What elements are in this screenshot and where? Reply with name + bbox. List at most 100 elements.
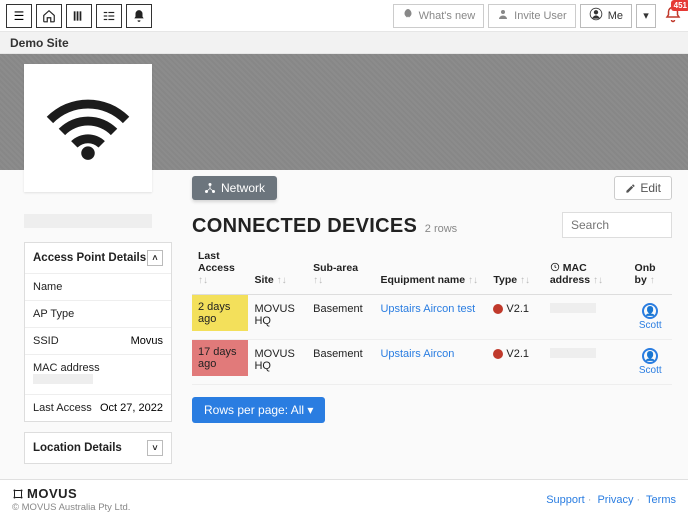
main-content: Access Point Details ˄ Name AP Type SSID…	[0, 200, 688, 474]
user-icon	[497, 8, 509, 23]
cell-type: V2.1	[487, 340, 543, 385]
topbar: ☰ What's new Invite User	[0, 0, 688, 32]
brand-text: MOVUS	[27, 486, 77, 501]
cell-onboarded: 👤Scott	[629, 340, 672, 385]
cell-type: V2.1	[487, 295, 543, 340]
me-label: Me	[608, 10, 623, 22]
panel-title-access: Access Point Details	[33, 252, 146, 264]
row-ap-type: AP Type	[25, 300, 171, 327]
tab-network-label: Network	[221, 181, 265, 195]
cell-subarea: Basement	[307, 295, 374, 340]
content: CONNECTED DEVICES 2 rows Last Access ↑↓ …	[172, 210, 688, 474]
footer-link-privacy[interactable]: Privacy	[597, 494, 633, 506]
panel-location-details: Location Details ˅	[24, 432, 172, 464]
cell-mac	[544, 340, 629, 385]
panel-access-point-details: Access Point Details ˄ Name AP Type SSID…	[24, 242, 172, 422]
network-icon	[204, 182, 216, 194]
table-row[interactable]: 2 days ago MOVUS HQ Basement Upstairs Ai…	[192, 295, 672, 340]
panel-title-location: Location Details	[33, 442, 122, 454]
me-button[interactable]: Me	[580, 4, 632, 28]
equipment-link[interactable]: Upstairs Aircon	[380, 348, 454, 360]
collapse-location-button[interactable]: ˅	[147, 440, 163, 456]
th-subarea[interactable]: Sub-area ↑↓	[307, 244, 374, 295]
brand-logo: MOVUS	[12, 486, 130, 501]
search-input[interactable]	[562, 212, 672, 238]
topbar-right: What's new Invite User Me ▾ 451	[393, 4, 682, 28]
table-row[interactable]: 17 days ago MOVUS HQ Basement Upstairs A…	[192, 340, 672, 385]
cell-onboarded: 👤Scott	[629, 295, 672, 340]
topbar-left: ☰	[6, 4, 152, 28]
th-onboarded[interactable]: Onbby ↑	[629, 244, 672, 295]
panel-header-location: Location Details ˅	[25, 433, 171, 463]
value-mac-redacted	[33, 374, 93, 384]
row-last-access: Last Access Oct 27, 2022	[25, 394, 171, 421]
label-last-access: Last Access	[33, 402, 100, 414]
edit-label: Edit	[640, 181, 661, 195]
pencil-icon	[625, 183, 636, 194]
cell-site: MOVUS HQ	[248, 340, 307, 385]
value-ssid: Movus	[131, 335, 163, 347]
brand-icon	[12, 488, 24, 500]
user-chip-icon[interactable]: 👤	[642, 303, 658, 319]
th-type[interactable]: Type ↑↓	[487, 244, 543, 295]
label-name: Name	[33, 281, 163, 293]
footer: MOVUS © MOVUS Australia Pty Ltd. Support…	[0, 479, 688, 517]
copyright: © MOVUS Australia Pty Ltd.	[12, 502, 130, 513]
rocket-icon	[402, 8, 414, 23]
devices-table: Last Access ↑↓ Site ↑↓ Sub-area ↑↓ Equip…	[192, 244, 672, 385]
content-header: CONNECTED DEVICES 2 rows	[192, 212, 672, 238]
footer-link-terms[interactable]: Terms	[646, 494, 676, 506]
list-button[interactable]	[96, 4, 122, 28]
library-button[interactable]	[66, 4, 92, 28]
notifications-button[interactable]: 451	[664, 5, 682, 26]
onboarded-user-link[interactable]: Scott	[639, 320, 662, 331]
row-count: 2 rows	[425, 223, 457, 235]
home-button[interactable]	[36, 4, 62, 28]
table-header-row: Last Access ↑↓ Site ↑↓ Sub-area ↑↓ Equip…	[192, 244, 672, 295]
site-name: Demo Site	[10, 36, 69, 50]
page-title: CONNECTED DEVICES	[192, 215, 417, 237]
tab-network[interactable]: Network	[192, 176, 277, 200]
onboarded-user-link[interactable]: Scott	[639, 365, 662, 376]
last-access-badge: 2 days ago	[192, 295, 248, 331]
sidebar: Access Point Details ˄ Name AP Type SSID…	[0, 210, 172, 474]
invite-user-label: Invite User	[514, 10, 567, 22]
whats-new-label: What's new	[419, 10, 476, 22]
mac-redacted	[550, 348, 596, 358]
label-mac: MAC address	[33, 362, 100, 374]
user-chip-icon[interactable]: 👤	[642, 348, 658, 364]
site-name-strip: Demo Site	[0, 32, 688, 54]
collapse-access-button[interactable]: ˄	[147, 250, 163, 266]
alerts-button[interactable]	[126, 4, 152, 28]
me-dropdown-button[interactable]: ▾	[636, 4, 656, 28]
panel-header-access: Access Point Details ˄	[25, 243, 171, 273]
cell-site: MOVUS HQ	[248, 295, 307, 340]
th-last-access[interactable]: Last Access ↑↓	[192, 244, 248, 295]
whats-new-button[interactable]: What's new	[393, 4, 485, 28]
th-mac[interactable]: MAC address ↑↓	[544, 244, 629, 295]
entity-name-placeholder	[24, 214, 152, 228]
value-last-access: Oct 27, 2022	[100, 402, 163, 414]
menu-button[interactable]: ☰	[6, 4, 32, 28]
status-dot-icon	[493, 349, 503, 359]
footer-link-support[interactable]: Support	[546, 494, 585, 506]
entity-avatar-card	[24, 64, 152, 192]
wifi-icon	[43, 83, 133, 173]
notification-badge: 451	[671, 0, 688, 11]
avatar-icon	[589, 7, 603, 24]
row-mac: MAC address	[25, 354, 171, 394]
rows-per-page-button[interactable]: Rows per page: All ▾	[192, 397, 325, 423]
status-dot-icon	[493, 304, 503, 314]
cell-subarea: Basement	[307, 340, 374, 385]
mac-redacted	[550, 303, 596, 313]
th-equipment[interactable]: Equipment name ↑↓	[374, 244, 487, 295]
last-access-badge: 17 days ago	[192, 340, 248, 376]
edit-button[interactable]: Edit	[614, 176, 672, 200]
row-ssid: SSID Movus	[25, 327, 171, 354]
th-site[interactable]: Site ↑↓	[248, 244, 307, 295]
label-ap-type: AP Type	[33, 308, 163, 320]
cell-mac	[544, 295, 629, 340]
invite-user-button[interactable]: Invite User	[488, 4, 576, 28]
equipment-link[interactable]: Upstairs Aircon test	[380, 303, 475, 315]
page-title-wrap: CONNECTED DEVICES 2 rows	[192, 215, 457, 238]
